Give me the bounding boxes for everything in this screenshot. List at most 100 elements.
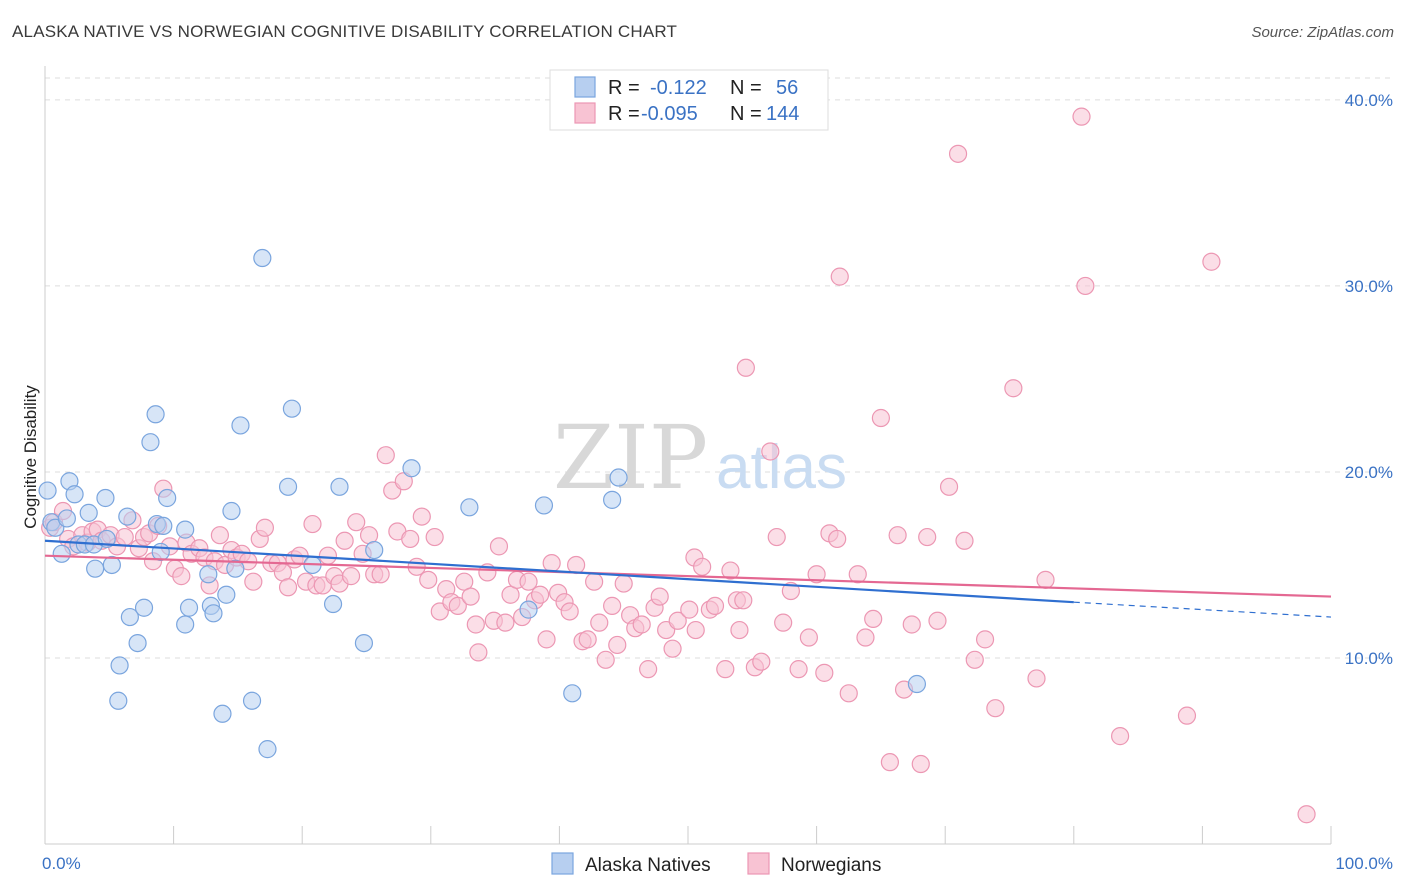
norwegian-point <box>663 639 682 658</box>
legend-bottom-swatch-pink <box>747 852 770 875</box>
norwegian-point <box>466 615 485 634</box>
alaska-native-point <box>354 633 374 653</box>
norwegian-point <box>864 609 883 629</box>
legend-box <box>549 69 829 131</box>
norwegian-point <box>948 144 968 163</box>
norwegian-point <box>955 531 974 550</box>
norwegian-point <box>632 615 651 634</box>
norwegian-point <box>172 567 191 586</box>
norwegian-point <box>519 572 538 591</box>
norwegian-point <box>419 570 438 589</box>
norwegian-point <box>496 613 515 632</box>
alaska-native-point <box>217 585 236 604</box>
alaska-native-point <box>57 509 76 528</box>
norwegian-point <box>115 527 134 547</box>
norwegian-point <box>341 567 361 586</box>
norwegian-point <box>469 643 488 662</box>
y-axis-label: Cognitive Disability <box>21 385 40 529</box>
y-tick-labels: 10.0% 20.0% 30.0% 40.0% <box>1345 91 1393 668</box>
norwegian-point <box>1072 107 1091 126</box>
norwegian-point <box>871 408 891 428</box>
norwegian-point <box>567 555 586 575</box>
norwegian-point <box>376 446 395 465</box>
norwegian-point <box>789 660 808 679</box>
legend-n-label-1: N = <box>730 77 762 99</box>
norwegian-point <box>911 754 930 774</box>
norwegian-point <box>244 572 263 591</box>
norwegian-point <box>1177 706 1197 725</box>
legend-r-value-1: -0.122 <box>650 77 707 99</box>
norwegian-point <box>799 628 818 647</box>
chart-title: ALASKA NATIVE VS NORWEGIAN COGNITIVE DIS… <box>12 22 678 41</box>
source-credit: Source: ZipAtlas.com <box>1251 24 1394 41</box>
legend-bottom-alaska-natives: Alaska Natives <box>585 855 711 876</box>
norwegian-point <box>767 527 786 547</box>
norwegian-point <box>371 565 390 584</box>
norwegian-point <box>650 587 669 606</box>
norwegian-point <box>848 565 867 584</box>
alaska-native-point <box>213 704 232 723</box>
norwegian-point <box>716 660 735 679</box>
alaska-native-point <box>109 691 128 710</box>
alaska-native-point <box>519 600 538 619</box>
y-tick-label: 20.0% <box>1345 463 1393 482</box>
legend-n-value-1: 56 <box>776 77 798 99</box>
norwegian-point <box>774 613 793 632</box>
y-tick-label: 30.0% <box>1345 277 1393 296</box>
alaska-native-point <box>96 488 115 508</box>
legend-n-label-2: N = <box>730 103 762 125</box>
alaska-native-point <box>158 488 177 508</box>
norwegian-point <box>781 581 800 601</box>
alaska-native-point <box>222 501 241 521</box>
alaska-native-point <box>110 656 129 675</box>
norwegian-point <box>693 557 712 576</box>
legend-r-value-2: -0.095 <box>641 103 698 125</box>
legend-swatch-pink <box>574 102 596 124</box>
norwegian-point <box>537 630 556 649</box>
legend-bottom: Alaska Natives Norwegians <box>551 852 881 876</box>
norwegian-point <box>721 561 740 580</box>
alaska-native-point <box>199 565 218 584</box>
alaska-native-point <box>176 520 195 539</box>
alaska-native-point <box>176 615 195 634</box>
legend-top: R = -0.122 N = 56 R = -0.095 N = 144 <box>549 69 829 131</box>
norwegian-point <box>975 630 995 649</box>
alaska-native-point <box>563 684 582 703</box>
norwegian-point <box>856 628 875 647</box>
norwegian-point <box>668 611 687 630</box>
norwegian-point <box>761 442 780 461</box>
norwegian-point <box>986 699 1005 718</box>
norwegian-point <box>578 630 597 649</box>
norwegian-point <box>1027 669 1046 688</box>
watermark-atlas: atlas <box>716 433 847 502</box>
alaska-native-point <box>146 405 165 424</box>
norwegian-point <box>807 565 826 584</box>
axes <box>44 66 1332 845</box>
alaska-native-point <box>609 468 628 487</box>
legend-swatch-blue <box>574 76 596 98</box>
norwegian-point <box>303 514 322 534</box>
x-tick-label: 0.0% <box>42 854 81 873</box>
norwegian-point <box>639 660 658 679</box>
norwegian-point <box>347 513 366 532</box>
norwegian-point <box>1110 727 1130 746</box>
norwegian-point <box>752 652 771 671</box>
alaska-natives-trend-extension <box>1073 601 1332 618</box>
norwegian-point <box>461 587 480 606</box>
norwegians-trend-line <box>44 554 1332 598</box>
alaska-native-point <box>231 416 250 435</box>
norwegian-point <box>603 596 622 615</box>
norwegian-point <box>1202 252 1221 271</box>
alaska-native-point <box>282 399 302 418</box>
norwegian-point <box>412 507 431 526</box>
y-tick-label: 10.0% <box>1345 649 1393 668</box>
grid-lines <box>45 77 1391 659</box>
alaska-native-point <box>402 459 421 478</box>
legend-n-value-2: 144 <box>766 103 799 125</box>
alaska-natives-trend-line <box>44 539 1074 604</box>
norwegian-point <box>318 546 338 565</box>
norwegian-point <box>590 613 609 632</box>
alaska-native-point <box>65 485 84 504</box>
norwegian-point <box>210 526 229 545</box>
